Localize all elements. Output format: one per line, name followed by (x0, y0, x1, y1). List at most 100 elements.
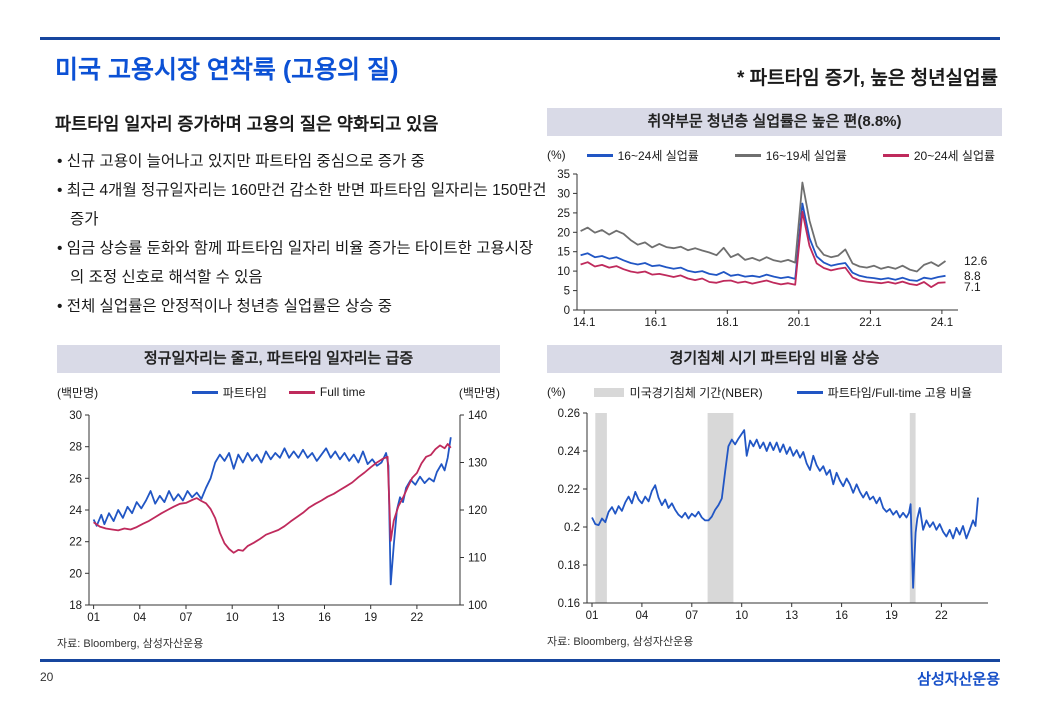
slide-annotation: * 파트타임 증가, 높은 청년실업률 (736, 68, 998, 89)
legend-item: 20~24세 실업률 (882, 147, 996, 164)
svg-text:140: 140 (468, 410, 487, 422)
svg-text:120: 120 (468, 505, 487, 517)
svg-text:22: 22 (69, 537, 82, 549)
line-swatch-icon (882, 153, 909, 157)
legend-label: 16~19세 실업률 (765, 148, 847, 163)
bottom-divider (40, 659, 1000, 662)
page-number: 20 (40, 670, 54, 684)
svg-text:16: 16 (835, 610, 848, 622)
band-swatch-icon (593, 387, 624, 397)
chart-legend: (%) 16~24세 실업률 16~19세 실업률 20~24세 실업률 (547, 146, 1002, 164)
legend-item: Full time (288, 385, 366, 399)
legend-item: 파트타임 (191, 384, 267, 401)
svg-text:07: 07 (180, 612, 193, 624)
chart-header: 취약부문 청년층 실업률은 높은 편(8.8%) (547, 108, 1002, 136)
svg-text:8.8: 8.8 (964, 269, 981, 283)
parttime-ratio-plot: 0.16 0.18 0.2 0.22 0.24 0.26 01 04 07 10 13 16 19 22 (558, 408, 988, 622)
svg-text:07: 07 (685, 610, 698, 622)
svg-text:0.22: 0.22 (558, 484, 580, 496)
svg-text:26: 26 (69, 473, 82, 485)
svg-text:24: 24 (69, 505, 82, 517)
svg-text:14.1: 14.1 (573, 317, 595, 329)
legend-item: 16~19세 실업률 (734, 147, 847, 164)
svg-text:0.16: 0.16 (558, 598, 580, 610)
svg-text:0.24: 0.24 (558, 446, 581, 458)
right-axis-unit: (백만명) (458, 385, 500, 400)
svg-text:110: 110 (468, 553, 486, 565)
source-note: 자료: Bloomberg, 삼성자산운용 (547, 636, 694, 648)
svg-text:20: 20 (69, 568, 82, 580)
svg-text:100: 100 (468, 600, 487, 612)
svg-text:20.1: 20.1 (788, 317, 810, 329)
y-axis-unit: (%) (547, 148, 566, 162)
svg-text:16: 16 (318, 612, 331, 624)
chart-parttime-fulltime: 정규일자리는 줄고, 파트타임 일자리는 급증 (백만명) 파트타임 Full … (57, 345, 500, 651)
svg-text:01: 01 (87, 612, 100, 624)
line-swatch-icon (796, 390, 823, 394)
svg-text:0.2: 0.2 (564, 522, 580, 534)
svg-text:20: 20 (557, 227, 570, 239)
source-note: 자료: Bloomberg, 삼성자산운용 (57, 638, 204, 650)
bullet-item: 최근 4개월 정규일자리는 160만건 감소한 반면 파트타임 일자리는 150… (57, 176, 547, 234)
bullet-item: 임금 상승률 둔화와 함께 파트타임 일자리 비율 증가는 타이트한 고용시장의… (57, 234, 547, 292)
left-axis-unit: (백만명) (57, 385, 99, 400)
chart-legend: (백만명) 파트타임 Full time (백만명) (57, 383, 500, 401)
svg-text:30: 30 (69, 410, 82, 422)
company-logo: 삼성자산운용 (917, 671, 1000, 688)
svg-text:10: 10 (735, 610, 748, 622)
bullet-item: 전체 실업률은 안정적이나 청년층 실업률은 상승 중 (57, 292, 547, 321)
chart-header: 경기침체 시기 파트타임 비율 상승 (547, 345, 1002, 373)
svg-text:22: 22 (411, 612, 424, 624)
chart-legend: (%) 미국경기침체 기간(NBER) 파트타임/Full-time 고용 비율 (547, 383, 1002, 401)
svg-text:19: 19 (885, 610, 898, 622)
svg-text:13: 13 (272, 612, 285, 624)
legend-item-recession: 미국경기침체 기간(NBER) (593, 384, 763, 401)
svg-text:7.1: 7.1 (964, 280, 981, 294)
svg-text:04: 04 (636, 610, 649, 622)
svg-text:01: 01 (586, 610, 599, 622)
svg-text:5: 5 (564, 286, 570, 298)
svg-text:18.1: 18.1 (716, 317, 738, 329)
line-swatch-icon (288, 390, 315, 394)
svg-text:16.1: 16.1 (645, 317, 667, 329)
chart-parttime-ratio: 경기침체 시기 파트타임 비율 상승 (%) 미국경기침체 기간(NBER) 파… (547, 345, 1002, 649)
legend-item: 16~24세 실업률 (586, 147, 699, 164)
svg-text:13: 13 (785, 610, 798, 622)
line-swatch-icon (734, 153, 761, 157)
svg-text:04: 04 (133, 612, 146, 624)
bullet-item: 신규 고용이 늘어나고 있지만 파트타임 중심으로 증가 중 (57, 147, 547, 176)
bullet-list: 신규 고용이 늘어나고 있지만 파트타임 중심으로 증가 중 최근 4개월 정규… (57, 147, 547, 321)
svg-text:15: 15 (557, 247, 570, 259)
svg-text:10: 10 (226, 612, 239, 624)
svg-text:12.6: 12.6 (964, 254, 988, 268)
line-swatch-icon (191, 390, 218, 394)
svg-text:22: 22 (935, 610, 948, 622)
svg-text:0: 0 (564, 305, 570, 317)
svg-text:35: 35 (557, 169, 570, 181)
legend-item: 파트타임/Full-time 고용 비율 (796, 384, 972, 401)
top-divider (40, 37, 1000, 40)
svg-text:22.1: 22.1 (859, 317, 881, 329)
chart-header: 정규일자리는 줄고, 파트타임 일자리는 급증 (57, 345, 500, 373)
svg-text:0.26: 0.26 (558, 408, 580, 420)
legend-label: 미국경기침체 기간(NBER) (629, 385, 763, 400)
legend-label: 파트타임 (222, 385, 267, 400)
legend-label: 16~24세 실업률 (617, 148, 699, 163)
legend-label: 파트타임/Full-time 고용 비율 (827, 385, 972, 400)
svg-text:25: 25 (557, 208, 570, 220)
legend-label: Full time (319, 385, 366, 399)
legend-label: 20~24세 실업률 (913, 148, 996, 163)
y-axis-unit: (%) (547, 385, 566, 399)
left-subtitle: 파트타임 일자리 증가하며 고용의 질은 약화되고 있음 (55, 114, 439, 134)
page-title: 미국 고용시장 연착륙 (고용의 질) (55, 56, 399, 84)
youth-unemployment-plot: 0 5 10 15 20 25 30 35 14.1 16.1 18.1 20.1 22.1 24.1 12… (557, 169, 988, 329)
svg-text:130: 130 (468, 458, 487, 470)
svg-text:10: 10 (557, 266, 570, 278)
svg-text:30: 30 (557, 188, 570, 200)
svg-text:28: 28 (69, 442, 82, 454)
line-swatch-icon (586, 153, 613, 157)
chart-youth-unemployment: 취약부문 청년층 실업률은 높은 편(8.8%) (%) 16~24세 실업률 … (547, 108, 1002, 336)
svg-text:18: 18 (69, 600, 82, 612)
svg-text:19: 19 (364, 612, 377, 624)
